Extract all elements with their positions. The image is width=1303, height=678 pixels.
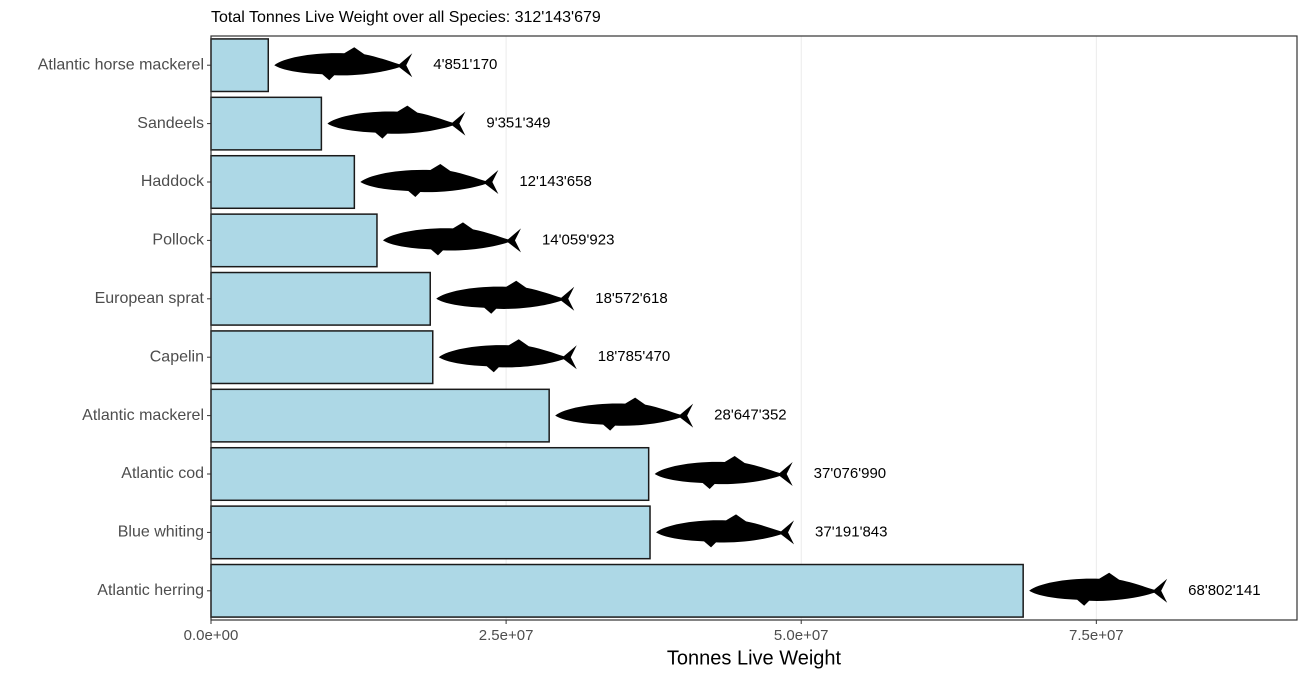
y-tick-label: Haddock [141,173,205,190]
bar [210,96,323,151]
value-label: 68'802'141 [1188,582,1260,599]
bar [210,563,1024,618]
bar [210,446,650,502]
bar [210,505,651,560]
value-label: 28'647'352 [714,407,786,424]
y-tick-label: Atlantic cod [121,465,204,482]
y-tick-label: Capelin [150,348,204,365]
x-tick-label: 7.5e+07 [1069,627,1124,644]
fish-icon [555,397,694,431]
y-tick-label: Atlantic herring [97,582,204,599]
value-label: 37'076'990 [814,465,886,482]
bar [210,271,431,326]
y-tick-label: European sprat [95,290,205,307]
bar [210,330,434,385]
plot-border [210,35,1298,621]
fish-icon [438,339,577,373]
y-tick-label: Blue whiting [118,524,204,541]
fish-icon [436,280,575,314]
y-tick-label: Pollock [152,232,205,249]
fish-icon [1029,572,1168,606]
x-tick-label: 2.5e+07 [479,627,534,644]
y-tick-label: Sandeels [137,115,204,132]
fish-icon [654,456,793,489]
x-axis-label: Tonnes Live Weight [667,647,842,669]
bar [210,154,356,210]
fish-icon [382,222,521,256]
value-label: 12'143'658 [519,173,591,190]
value-label: 18'785'470 [598,348,670,365]
bar [210,38,270,93]
fish-icon [274,47,413,81]
value-label: 18'572'618 [595,290,667,307]
value-label: 9'351'349 [486,115,550,132]
y-tick-label: Atlantic mackerel [82,407,204,424]
fish-icon [327,105,466,139]
y-tick-label: Atlantic horse mackerel [38,56,204,73]
value-label: 14'059'923 [542,231,614,248]
value-label: 4'851'170 [433,56,497,73]
chart-title: Total Tonnes Live Weight over all Specie… [211,9,601,26]
bar [210,388,550,443]
x-tick-label: 0.0e+00 [184,627,239,644]
fish-icon [656,514,795,548]
bar [210,213,378,268]
value-label: 37'191'843 [815,523,887,540]
x-tick-label: 5.0e+07 [774,627,829,644]
fish-icon [360,164,499,197]
